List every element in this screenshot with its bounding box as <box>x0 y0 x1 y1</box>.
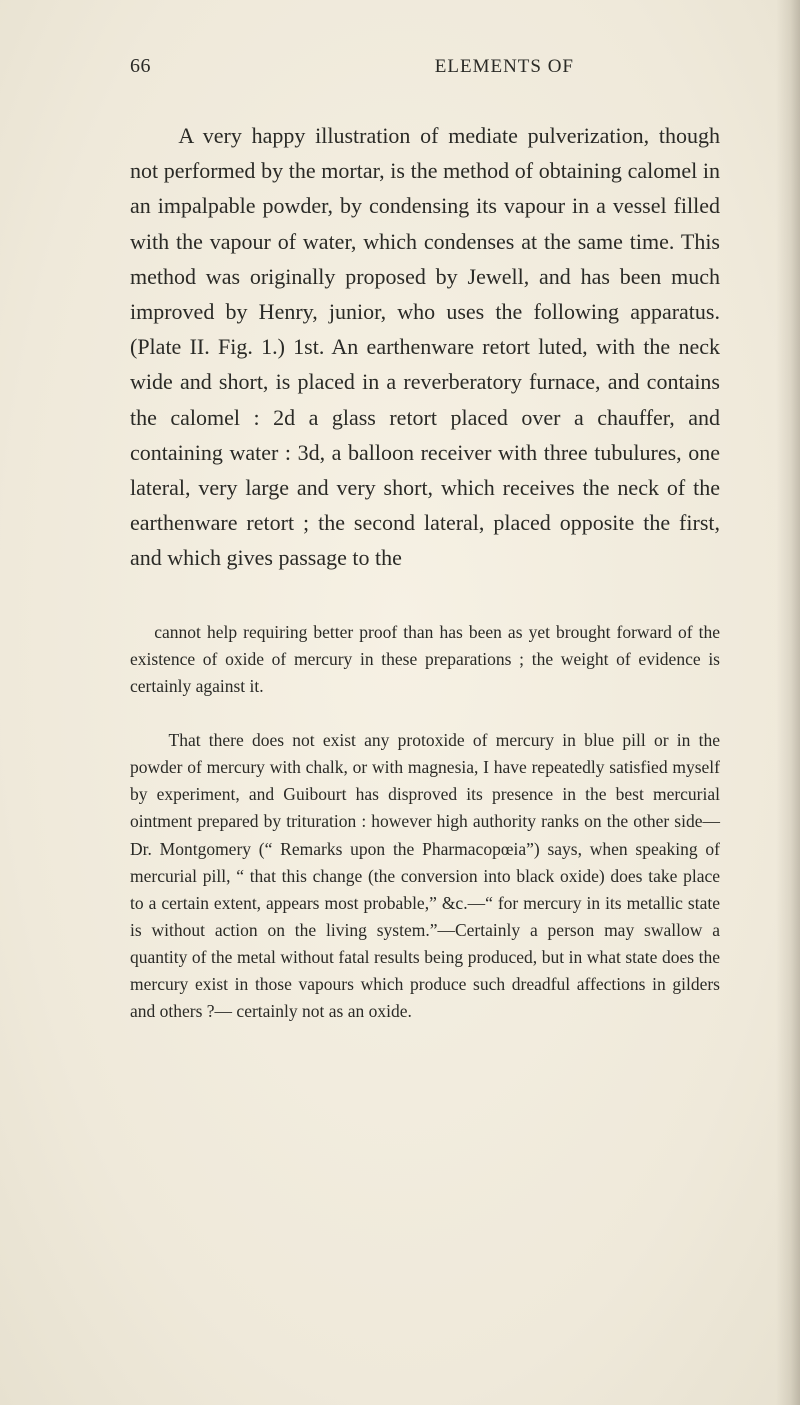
page-number: 66 <box>130 55 151 78</box>
page-header: 66 ELEMENTS OF <box>130 55 720 78</box>
footnote-paragraph-2: That there does not exist any protoxide … <box>130 727 720 1025</box>
book-page: 66 ELEMENTS OF A very happy illustration… <box>0 0 800 1405</box>
footnote-paragraph-1: cannot help requiring better proof than … <box>130 622 724 696</box>
running-head: ELEMENTS OF <box>435 56 574 78</box>
body-paragraph: A very happy illustration of mediate pul… <box>130 118 720 575</box>
body-paragraph-text: A very happy illustration of mediate pul… <box>130 118 720 575</box>
footnote-block: cannot help requiring better proof than … <box>130 591 720 1079</box>
